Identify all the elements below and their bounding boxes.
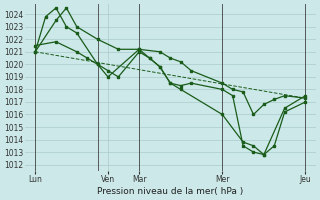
- X-axis label: Pression niveau de la mer( hPa ): Pression niveau de la mer( hPa ): [97, 187, 244, 196]
